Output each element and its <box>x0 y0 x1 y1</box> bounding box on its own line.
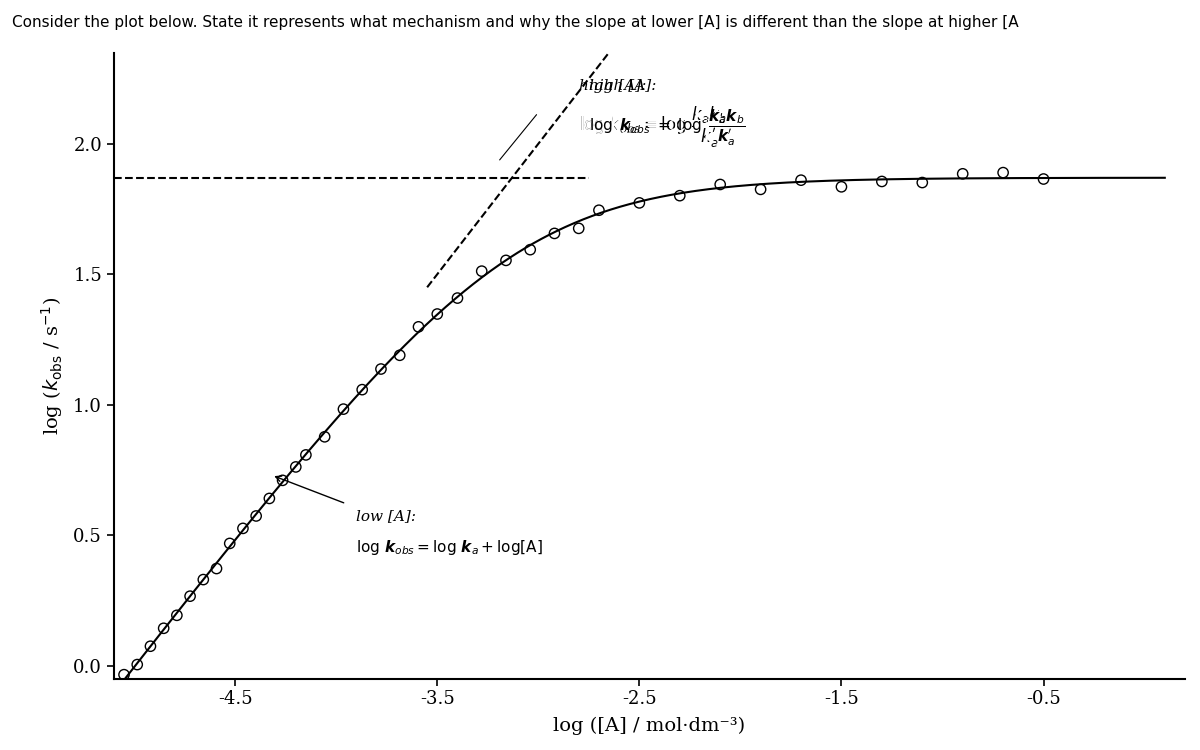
Point <box>127 658 146 670</box>
Point <box>167 609 186 621</box>
Point <box>521 244 540 256</box>
X-axis label: log ([A] / mol·dm⁻³): log ([A] / mol·dm⁻³) <box>553 717 745 735</box>
Point <box>233 522 252 534</box>
Point <box>180 590 199 602</box>
Point <box>751 183 770 195</box>
Text: $\log\, k_{obs} = \log\, \dfrac{k_a k_b}{k^{\prime}_a}$: $\log\, k_{obs} = \log\, \dfrac{k_a k_b}… <box>578 105 728 150</box>
Text: high [A]:: high [A]: <box>578 79 646 92</box>
Text: $\log\ \boldsymbol{k}_{obs}\ =\ \log\ \dfrac{\boldsymbol{k}_a\boldsymbol{k}_b}{\: $\log\ \boldsymbol{k}_{obs}\ =\ \log\ \d… <box>589 107 745 148</box>
Point <box>710 178 730 190</box>
Point <box>206 562 226 574</box>
Point <box>220 538 239 550</box>
Point <box>154 622 173 634</box>
Point <box>630 197 649 209</box>
Point <box>427 308 446 320</box>
Point <box>409 321 428 333</box>
Point <box>371 363 390 375</box>
Point <box>448 292 467 304</box>
Point <box>589 204 608 216</box>
Point <box>953 168 972 180</box>
Point <box>390 350 409 361</box>
Point <box>286 461 305 473</box>
Point <box>259 493 278 505</box>
Point <box>316 430 335 442</box>
Point <box>545 227 564 239</box>
Point <box>792 174 811 186</box>
Point <box>472 266 491 278</box>
Point <box>353 384 372 396</box>
Text: $\log\, \boldsymbol{k}_{obs} = \log\, \boldsymbol{k}_a + \log[\mathrm{A}]$: $\log\, \boldsymbol{k}_{obs} = \log\, \b… <box>356 538 544 556</box>
Point <box>1034 173 1054 185</box>
Point <box>272 474 292 486</box>
Point <box>296 449 316 461</box>
Point <box>497 254 516 266</box>
Point <box>334 403 353 415</box>
Y-axis label: log ($k_\mathrm{obs}$ / s$^{-1}$): log ($k_\mathrm{obs}$ / s$^{-1}$) <box>38 296 65 434</box>
Text: $\log\, \boldsymbol{k}_{obs} = \log\, \dfrac{\boldsymbol{k}_a\boldsymbol{k}_b}{\: $\log\, \boldsymbol{k}_{obs} = \log\, \d… <box>578 105 733 150</box>
Point <box>246 510 265 522</box>
Point <box>569 222 588 234</box>
Text: high [A]:: high [A]: <box>589 79 656 92</box>
Point <box>193 574 212 586</box>
Point <box>913 176 932 188</box>
Point <box>670 190 689 202</box>
Point <box>832 181 851 193</box>
Point <box>872 176 892 188</box>
Point <box>994 166 1013 178</box>
Point <box>114 669 133 681</box>
Point <box>140 640 160 652</box>
Text: low [A]:: low [A]: <box>356 509 416 523</box>
Text: Consider the plot below. State it represents what mechanism and why the slope at: Consider the plot below. State it repres… <box>12 15 1019 30</box>
